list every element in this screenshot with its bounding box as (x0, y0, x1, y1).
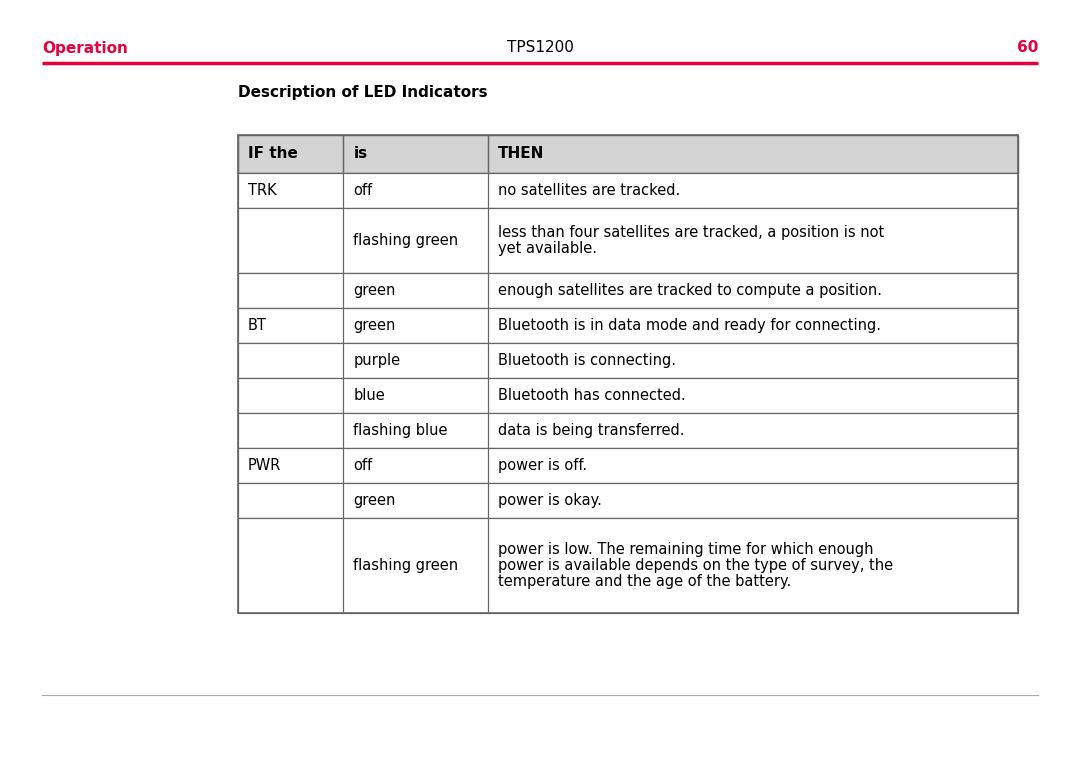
Text: Bluetooth has connected.: Bluetooth has connected. (498, 388, 686, 403)
Text: BT: BT (248, 318, 267, 333)
Text: purple: purple (353, 353, 401, 368)
Bar (343, 343, 487, 378)
Bar (487, 135, 1018, 173)
Bar (238, 173, 1018, 208)
Text: green: green (353, 493, 395, 508)
Bar (343, 378, 487, 413)
Text: Description of LED Indicators: Description of LED Indicators (238, 86, 488, 100)
Bar (487, 448, 1018, 483)
Bar (343, 208, 487, 273)
Bar (487, 208, 1018, 273)
Bar (238, 448, 343, 483)
Bar (238, 343, 343, 378)
Bar (487, 413, 1018, 448)
Bar (238, 518, 1018, 613)
Bar (238, 208, 343, 273)
Bar (343, 413, 487, 448)
Bar (238, 483, 1018, 518)
Bar (238, 173, 343, 208)
Text: THEN: THEN (498, 146, 544, 162)
Text: green: green (353, 283, 395, 298)
Bar (238, 483, 343, 518)
Text: no satellites are tracked.: no satellites are tracked. (498, 183, 679, 198)
Bar (238, 413, 343, 448)
Bar (238, 135, 1018, 613)
Text: off: off (353, 183, 373, 198)
Bar (238, 448, 1018, 483)
Bar (487, 518, 1018, 613)
Bar (238, 273, 343, 308)
Bar (238, 413, 1018, 448)
Bar (238, 378, 1018, 413)
Text: Operation: Operation (42, 41, 127, 55)
Bar (238, 135, 1018, 173)
Text: power is available depends on the type of survey, the: power is available depends on the type o… (498, 558, 893, 573)
Bar (238, 308, 1018, 343)
Text: Bluetooth is connecting.: Bluetooth is connecting. (498, 353, 676, 368)
Text: less than four satellites are tracked, a position is not: less than four satellites are tracked, a… (498, 225, 883, 240)
Bar (487, 378, 1018, 413)
Bar (487, 173, 1018, 208)
Bar (238, 135, 343, 173)
Text: off: off (353, 458, 373, 473)
Text: flashing blue: flashing blue (353, 423, 448, 438)
Bar (343, 135, 487, 173)
Bar (238, 378, 343, 413)
Text: green: green (353, 318, 395, 333)
Bar (487, 308, 1018, 343)
Text: 60: 60 (1016, 41, 1038, 55)
Text: flashing green: flashing green (353, 558, 458, 573)
Text: is: is (353, 146, 367, 162)
Text: power is off.: power is off. (498, 458, 586, 473)
Text: data is being transferred.: data is being transferred. (498, 423, 684, 438)
Text: yet available.: yet available. (498, 241, 596, 256)
Bar (343, 308, 487, 343)
Bar (238, 518, 343, 613)
Text: temperature and the age of the battery.: temperature and the age of the battery. (498, 574, 791, 589)
Bar (487, 483, 1018, 518)
Text: flashing green: flashing green (353, 233, 458, 248)
Bar (238, 343, 1018, 378)
Text: TRK: TRK (248, 183, 276, 198)
Text: power is okay.: power is okay. (498, 493, 602, 508)
Text: PWR: PWR (248, 458, 282, 473)
Bar (343, 173, 487, 208)
Bar (343, 273, 487, 308)
Bar (343, 483, 487, 518)
Bar (487, 343, 1018, 378)
Bar (487, 273, 1018, 308)
Text: TPS1200: TPS1200 (507, 41, 573, 55)
Text: Bluetooth is in data mode and ready for connecting.: Bluetooth is in data mode and ready for … (498, 318, 880, 333)
Text: blue: blue (353, 388, 386, 403)
Text: power is low. The remaining time for which enough: power is low. The remaining time for whi… (498, 542, 873, 557)
Bar (343, 448, 487, 483)
Bar (343, 518, 487, 613)
Text: IF the: IF the (248, 146, 298, 162)
Bar (238, 308, 343, 343)
Bar (238, 273, 1018, 308)
Text: enough satellites are tracked to compute a position.: enough satellites are tracked to compute… (498, 283, 881, 298)
Bar (238, 208, 1018, 273)
